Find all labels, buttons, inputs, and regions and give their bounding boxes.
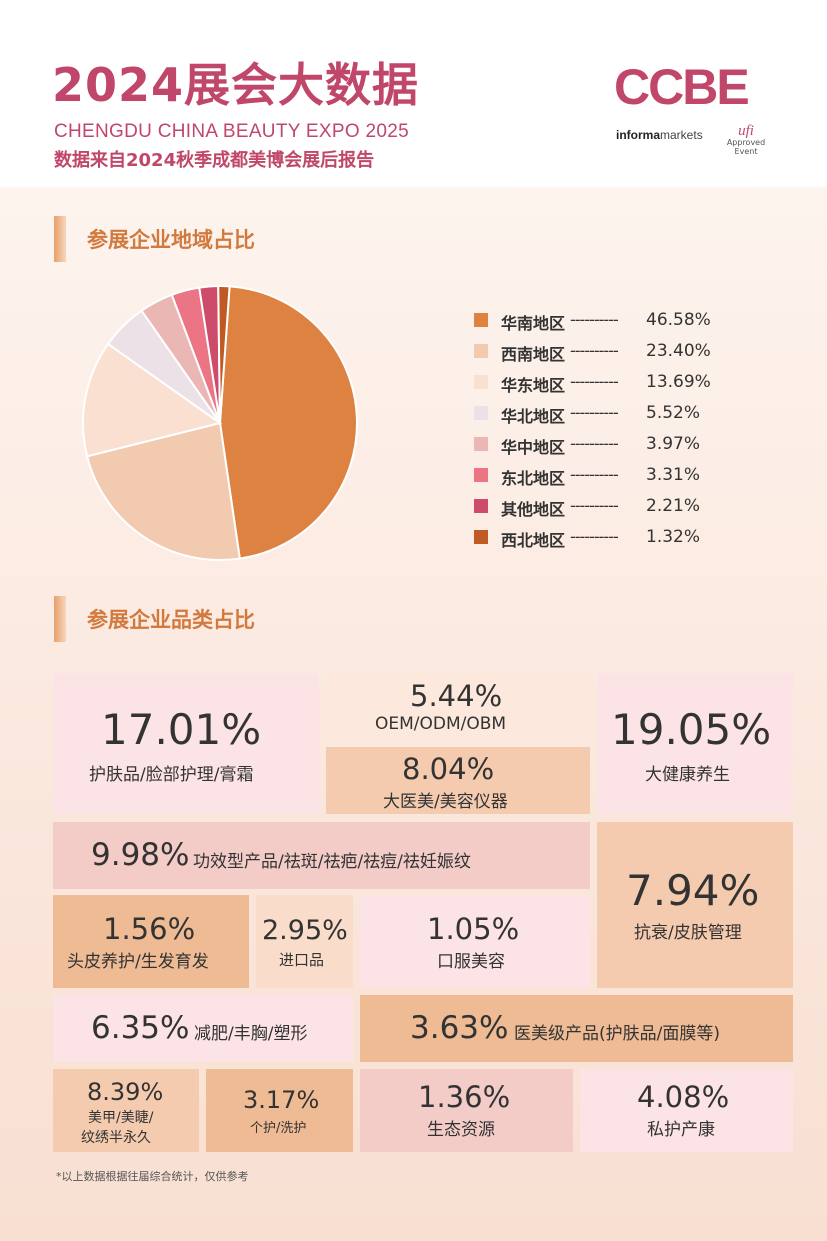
legend-leader-dashes: ---------- bbox=[570, 403, 619, 422]
category-tile: 3.63% 医美级产品(护肤品/面膜等) bbox=[360, 995, 793, 1062]
category-value: 3.17% bbox=[243, 1086, 320, 1114]
legend-leader-dashes: ---------- bbox=[570, 465, 619, 484]
informa-markets-logo: informamarkets bbox=[616, 128, 703, 142]
category-label: 美甲/美睫/ bbox=[88, 1110, 154, 1126]
legend-swatch bbox=[474, 437, 488, 451]
category-value: 7.94% bbox=[626, 866, 760, 915]
legend-value: 1.32% bbox=[646, 527, 701, 547]
legend-swatch bbox=[474, 344, 488, 358]
category-tile: 1.56% 头皮养护/生发育发 bbox=[53, 895, 249, 988]
legend-label: 华中地区 bbox=[501, 438, 566, 457]
legend-value: 5.52% bbox=[646, 403, 701, 423]
ufi-approved-logo: ufi Approved Event bbox=[726, 123, 766, 156]
legend-swatch bbox=[474, 313, 488, 327]
category-tile: 3.17% 个护/洗护 bbox=[206, 1069, 353, 1152]
category-label: 大健康养生 bbox=[645, 765, 730, 785]
category-value: 1.56% bbox=[103, 912, 196, 946]
category-value: 4.08% bbox=[637, 1080, 730, 1114]
section-accent-bar bbox=[54, 596, 66, 642]
legend-leader-dashes: ---------- bbox=[570, 527, 619, 546]
ccbe-logo-text: CCBE bbox=[614, 59, 750, 115]
category-value: 1.05% bbox=[427, 912, 520, 946]
header: 2024展会大数据 CHENGDU CHINA BEAUTY EXPO 2025… bbox=[0, 0, 827, 186]
region-pie-chart bbox=[82, 284, 358, 561]
legend-label: 西北地区 bbox=[501, 531, 566, 550]
category-label: 口服美容 bbox=[437, 952, 505, 972]
category-tile: 9.98% 功效型产品/祛斑/祛疤/祛痘/祛妊娠纹 bbox=[53, 822, 590, 889]
legend-label: 东北地区 bbox=[501, 469, 566, 488]
legend-leader-dashes: ---------- bbox=[570, 341, 619, 360]
category-value: 1.36% bbox=[418, 1080, 511, 1114]
category-value: 9.98% bbox=[91, 837, 190, 873]
legend-leader-dashes: ---------- bbox=[570, 496, 619, 515]
category-label: 头皮养护/生发育发 bbox=[67, 952, 209, 972]
pie-slice-1 bbox=[218, 285, 358, 560]
category-tile: 1.36% 生态资源 bbox=[360, 1069, 573, 1152]
footnote: *以上数据根据往届综合统计，仅供参考 bbox=[56, 1170, 249, 1183]
category-value: 5.44% bbox=[410, 679, 503, 713]
category-tile: 8.39% 美甲/美睫/ 纹绣半永久 bbox=[53, 1069, 199, 1152]
pie-slice-2 bbox=[85, 421, 241, 561]
category-tile: 4.08% 私护产康 bbox=[580, 1069, 793, 1152]
pie-slice-3 bbox=[82, 342, 223, 458]
category-label-line2: 纹绣半永久 bbox=[81, 1130, 151, 1146]
category-label: 生态资源 bbox=[427, 1120, 495, 1140]
legend-value: 46.58% bbox=[646, 310, 711, 330]
category-tile: 1.05% 口服美容 bbox=[360, 895, 590, 988]
category-value: 2.95% bbox=[262, 915, 348, 946]
category-value: 17.01% bbox=[101, 705, 262, 754]
legend-swatch bbox=[474, 468, 488, 482]
pie-slice-8 bbox=[217, 285, 231, 424]
category-label: 进口品 bbox=[279, 951, 325, 969]
legend-swatch bbox=[474, 530, 488, 544]
category-tile: 2.95% 进口品 bbox=[256, 895, 353, 988]
legend-label: 其他地区 bbox=[501, 500, 566, 519]
category-tile: 7.94% 抗衰/皮肤管理 bbox=[597, 822, 793, 988]
ccbe-logo: CCBE informamarkets ufi Approved Event bbox=[614, 62, 774, 172]
legend-leader-dashes: ---------- bbox=[570, 310, 619, 329]
subtitle-english: CHENGDU CHINA BEAUTY EXPO 2025 bbox=[54, 121, 409, 142]
category-value: 19.05% bbox=[611, 705, 772, 754]
category-tile: 17.01% 护肤品/脸部护理/膏霜 bbox=[53, 673, 319, 814]
section-region-title: 参展企业地域占比 bbox=[87, 228, 255, 252]
legend-leader-dashes: ---------- bbox=[570, 372, 619, 391]
subtitle-chinese: 数据来自2024秋季成都美博会展后报告 bbox=[54, 150, 375, 171]
legend-label: 华南地区 bbox=[501, 314, 566, 333]
category-value: 3.63% bbox=[410, 1010, 509, 1046]
legend-label: 西南地区 bbox=[501, 345, 566, 364]
legend-value: 2.21% bbox=[646, 496, 701, 516]
category-tile: 8.04% 大医美/美容仪器 bbox=[326, 747, 590, 814]
legend-value: 13.69% bbox=[646, 372, 711, 392]
category-label: 个护/洗护 bbox=[250, 1121, 307, 1136]
category-value: 6.35% bbox=[91, 1010, 190, 1046]
category-tile: 19.05% 大健康养生 bbox=[597, 673, 793, 814]
category-label: 医美级产品(护肤品/面膜等) bbox=[514, 1024, 720, 1044]
category-label: 功效型产品/祛斑/祛疤/祛痘/祛妊娠纹 bbox=[193, 852, 471, 872]
category-value: 8.04% bbox=[402, 752, 495, 786]
legend-value: 23.40% bbox=[646, 341, 711, 361]
legend-label: 华东地区 bbox=[501, 376, 566, 395]
page-title: 2024展会大数据 bbox=[52, 58, 420, 112]
legend-swatch bbox=[474, 375, 488, 389]
category-label: 减肥/丰胸/塑形 bbox=[194, 1024, 308, 1044]
category-label: OEM/ODM/OBM bbox=[375, 714, 507, 734]
legend-value: 3.31% bbox=[646, 465, 701, 485]
category-label: 大医美/美容仪器 bbox=[383, 792, 508, 812]
legend-swatch bbox=[474, 499, 488, 513]
category-value: 8.39% bbox=[87, 1078, 164, 1106]
category-label: 护肤品/脸部护理/膏霜 bbox=[89, 765, 254, 785]
legend-label: 华北地区 bbox=[501, 407, 566, 426]
legend-swatch bbox=[474, 406, 488, 420]
category-label: 私护产康 bbox=[647, 1120, 715, 1140]
legend-value: 3.97% bbox=[646, 434, 701, 454]
legend-leader-dashes: ---------- bbox=[570, 434, 619, 453]
category-tile: 5.44% OEM/ODM/OBM bbox=[326, 673, 590, 741]
category-label: 抗衰/皮肤管理 bbox=[634, 923, 742, 943]
category-tile: 6.35% 减肥/丰胸/塑形 bbox=[53, 995, 353, 1062]
section-category-title: 参展企业品类占比 bbox=[87, 608, 255, 632]
section-accent-bar bbox=[54, 216, 66, 262]
